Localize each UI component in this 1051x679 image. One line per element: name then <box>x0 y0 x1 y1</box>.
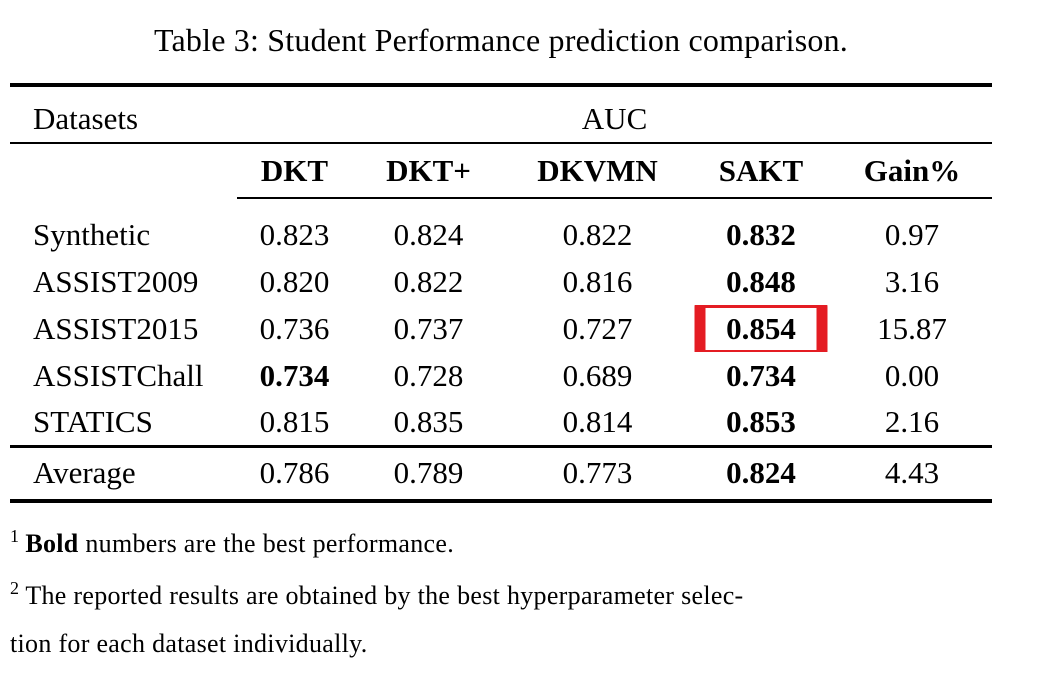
cell-value-highlighted: 0.854 <box>690 305 832 352</box>
column-header-row: DKT DKT+ DKVMN SAKT Gain% <box>10 143 993 199</box>
footnote-2-line1: 2 The reported results are obtained by th… <box>10 572 1020 620</box>
table-footnotes: 1 Bold numbers are the best performance. … <box>10 524 1020 668</box>
cell-value: 0.736 <box>259 310 330 346</box>
table-row-assist2015: ASSIST2015 0.736 0.737 0.727 0.854 15.87 <box>10 305 992 352</box>
cell-value: 0.786 <box>237 444 352 501</box>
col-header-dktplus: DKT+ <box>352 143 505 199</box>
cell-value-best: 0.832 <box>726 216 796 252</box>
cell-value: 0.823 <box>259 216 330 252</box>
table-row-assistchall: ASSISTChall 0.734 0.728 0.689 0.734 0.00 <box>10 352 992 399</box>
cell-value: 0.824 <box>393 216 464 252</box>
table-row-assist2009: ASSIST2009 0.820 0.822 0.816 0.848 3.16 <box>10 258 992 305</box>
col-header-sakt: SAKT <box>690 143 832 199</box>
cell-value: 3.16 <box>884 263 940 299</box>
cell-value: 0.789 <box>352 444 505 501</box>
cell-value: 0.689 <box>562 357 633 393</box>
highlighted-value: 0.854 <box>726 310 796 346</box>
cell-value: 0.820 <box>259 263 330 299</box>
table-row-average: Average 0.786 0.789 0.773 0.824 4.43 <box>10 444 993 501</box>
cell-dataset: ASSIST2009 <box>33 263 199 299</box>
cell-dataset: Average <box>10 444 237 501</box>
footnote-2-line2: tion for each dataset individually. <box>10 629 368 658</box>
col-header-dkvmn: DKVMN <box>505 143 690 199</box>
cell-value: 0.815 <box>259 403 330 439</box>
cell-value: 0.00 <box>884 357 940 393</box>
col-header-gain: Gain% <box>832 143 993 199</box>
auc-group-header: AUC <box>237 85 993 144</box>
cell-dataset: STATICS <box>33 403 153 439</box>
footnote-2: 2 The reported results are obtained by th… <box>10 572 1020 668</box>
cell-value-best: 0.734 <box>726 357 796 393</box>
cell-value-best: 0.734 <box>259 357 330 393</box>
cell-value: 0.773 <box>505 444 690 501</box>
spacer-row <box>10 198 992 211</box>
table-row-statics: STATICS 0.815 0.835 0.814 0.853 2.16 <box>10 399 992 446</box>
cell-value-best: 0.848 <box>726 263 796 299</box>
col-header-dkt: DKT <box>237 143 352 199</box>
cell-value-best: 0.824 <box>690 444 832 501</box>
footnote-1: 1 Bold numbers are the best performance. <box>10 524 1020 564</box>
table-row-synthetic: Synthetic 0.823 0.824 0.822 0.832 0.97 <box>10 211 992 258</box>
cell-value: 0.822 <box>393 263 464 299</box>
cell-value: 0.728 <box>393 357 464 393</box>
group-header-row: Datasets AUC <box>10 85 993 144</box>
empty-corner-cell <box>10 143 237 198</box>
cell-value: 15.87 <box>877 310 947 346</box>
cell-value: 0.97 <box>884 216 940 252</box>
footnote-2-marker: 2 <box>10 578 20 599</box>
datasets-header: Datasets <box>10 85 237 144</box>
cell-value: 4.43 <box>832 444 993 501</box>
cell-value: 0.814 <box>562 403 633 439</box>
table-caption: Table 3: Student Performance prediction … <box>154 22 848 58</box>
cell-value: 0.737 <box>393 310 464 346</box>
results-table: Datasets AUC DKT DKT+ DKVMN SAKT Gain% S… <box>10 83 993 503</box>
cell-value: 0.816 <box>562 263 633 299</box>
cell-value: 0.822 <box>562 216 633 252</box>
footnote-1-marker: 1 <box>10 526 20 547</box>
cell-value: 2.16 <box>884 403 940 439</box>
footnote-2-text-line1: The reported results are obtained by the… <box>25 581 744 610</box>
footnote-1-bold-lead: Bold <box>25 529 79 558</box>
cell-dataset: ASSIST2015 <box>33 310 199 346</box>
cell-dataset: Synthetic <box>33 216 151 252</box>
footnote-1-text: numbers are the best performance. <box>78 529 455 558</box>
cell-value-best: 0.853 <box>726 403 796 439</box>
cell-dataset: ASSISTChall <box>33 357 204 393</box>
cell-value: 0.835 <box>393 403 464 439</box>
cell-value: 0.727 <box>562 310 633 346</box>
